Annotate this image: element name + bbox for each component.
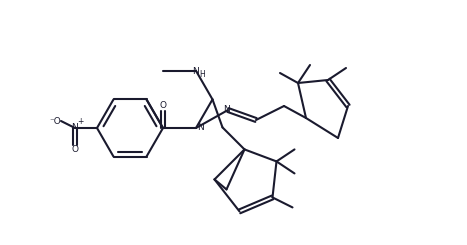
Text: N: N xyxy=(192,67,199,76)
Text: ⁻O: ⁻O xyxy=(49,117,61,125)
Text: N: N xyxy=(71,123,78,133)
Text: N: N xyxy=(197,123,204,133)
Text: N: N xyxy=(223,105,229,113)
Text: O: O xyxy=(160,101,167,110)
Text: O: O xyxy=(71,146,78,155)
Text: H: H xyxy=(199,70,205,79)
Text: +: + xyxy=(77,118,83,126)
